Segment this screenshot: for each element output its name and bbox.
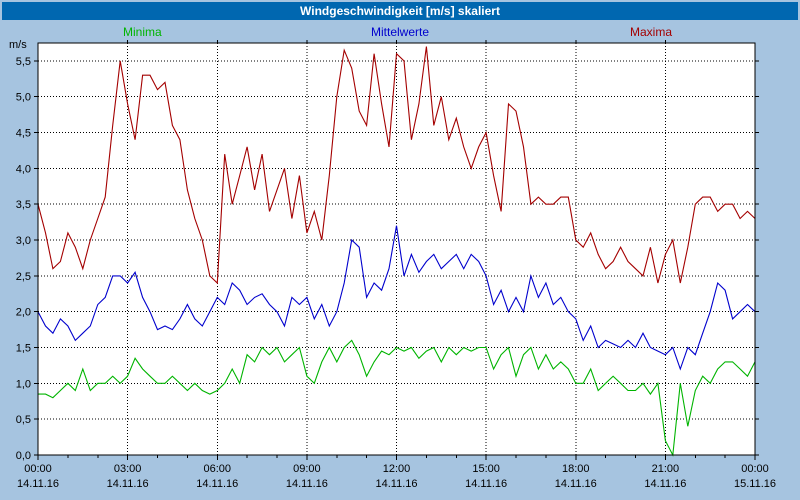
window-title: Windgeschwindigkeit [m/s] skaliert [300,4,500,18]
x-tick-time-label: 03:00 [114,463,142,475]
y-tick-label: 3,0 [16,235,31,247]
y-tick-label: 4,5 [16,128,31,140]
series-line-maxima [37,46,756,285]
y-tick-label: 2,5 [16,271,31,283]
x-tick-time-label: 12:00 [383,463,411,475]
x-tick-time-label: 09:00 [293,463,321,475]
title-bar: Windgeschwindigkeit [m/s] skaliert [2,2,798,20]
x-tick-time-label: 18:00 [562,463,590,475]
y-tick-label: 3,5 [16,199,31,211]
x-tick-time-label: 00:00 [741,463,769,475]
legend-maxima: Maxima [630,25,673,39]
series-line-minima [38,339,756,457]
legend-minima: Minima [123,25,162,39]
x-tick-time-label: 00:00 [24,463,52,475]
y-tick-label: 0,0 [16,450,31,462]
plot-area [38,43,755,455]
series-line-mittelwerte [37,225,756,371]
x-tick-time-label: 15:00 [472,463,500,475]
y-tick-label: 2,0 [16,307,31,319]
x-tick-date-label: 14.11.16 [196,478,238,490]
x-tick-time-label: 06:00 [203,463,231,475]
x-tick-date-label: 14.11.16 [644,478,686,490]
y-tick-label: 4,0 [16,163,31,175]
x-tick-time-label: 21:00 [652,463,680,475]
x-tick-date-label: 14.11.16 [107,478,149,490]
y-axis-unit-label: m/s [9,39,27,51]
x-tick-date-label: 14.11.16 [17,478,59,490]
y-tick-label: 0,5 [16,414,31,426]
plot-border [37,42,756,456]
legend-mittelwerte: Mittelwerte [370,25,430,39]
x-tick-date-label: 15.11.16 [734,478,776,490]
x-tick-date-label: 14.11.16 [555,478,597,490]
x-tick-date-label: 14.11.16 [375,478,417,490]
y-tick-label: 5,0 [16,92,31,104]
x-tick-date-label: 14.11.16 [465,478,507,490]
y-tick-label: 1,0 [16,378,31,390]
y-tick-label: 1,5 [16,343,31,355]
x-tick-date-label: 14.11.16 [286,478,328,490]
y-tick-label: 5,5 [16,56,31,68]
